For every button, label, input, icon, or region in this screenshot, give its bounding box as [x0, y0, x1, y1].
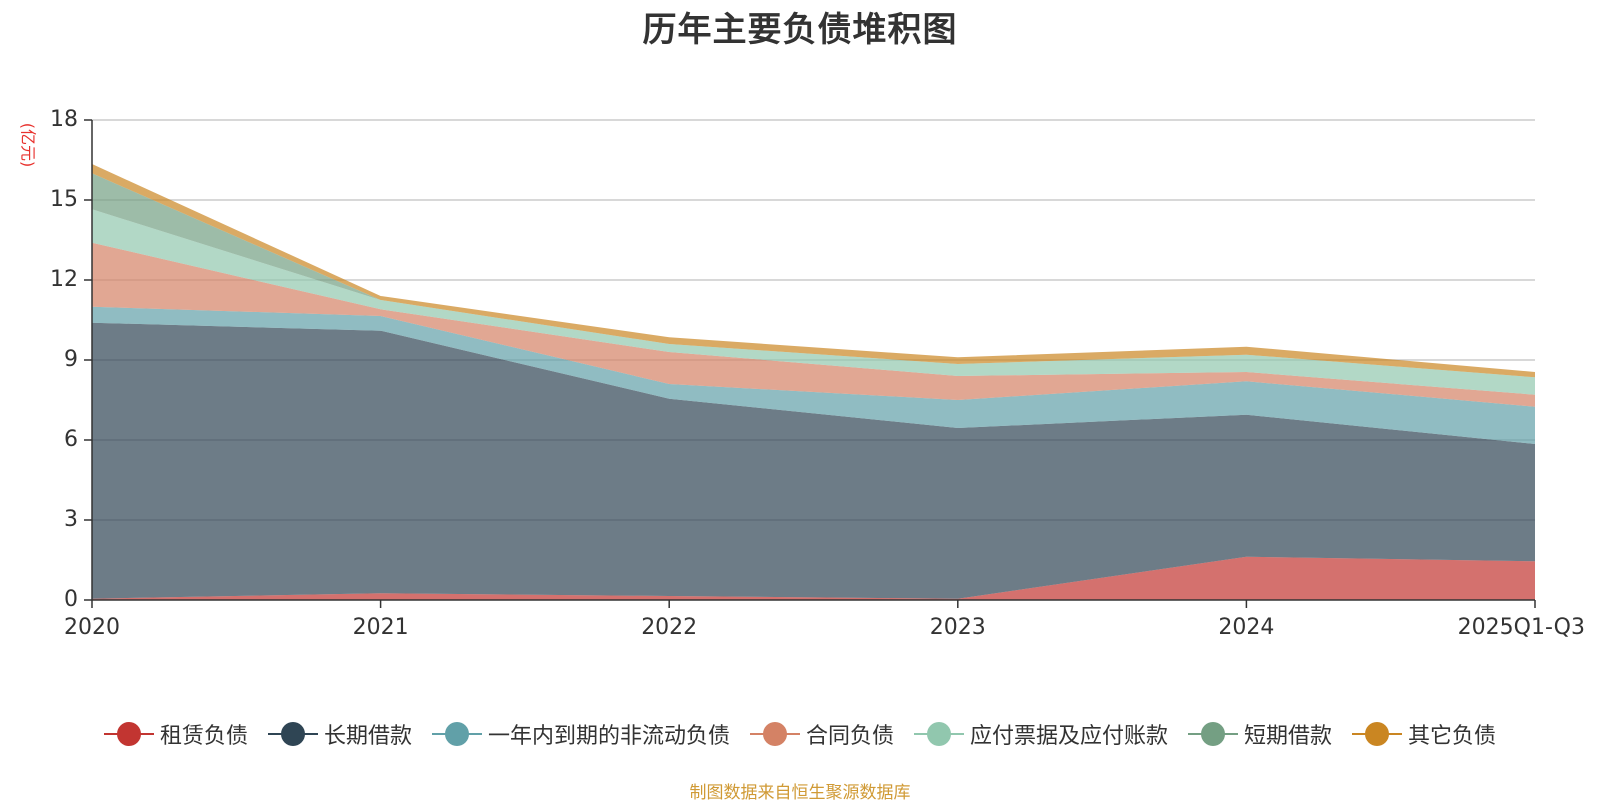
x-tick-label: 2023 — [930, 615, 986, 640]
legend: 租赁负债 长期借款 一年内到期的非流动负债 合同负债 应付票据及应付账款 短期借款 其它负债 — [0, 716, 1600, 752]
legend-label: 一年内到期的非流动负债 — [487, 724, 730, 749]
y-tick-label: 15 — [50, 187, 78, 212]
legend-item-5[interactable]: 短期借款 — [1188, 718, 1332, 750]
x-tick-label: 2024 — [1218, 615, 1274, 640]
legend-marker-icon — [1188, 721, 1239, 747]
y-tick-label: 18 — [50, 107, 78, 132]
area-series-3[interactable] — [92, 242, 1535, 407]
area-series-4[interactable] — [92, 209, 1535, 395]
y-tick-label: 0 — [64, 587, 78, 612]
y-tick-label: 9 — [64, 347, 78, 372]
legend-marker-icon — [1352, 721, 1403, 747]
legend-item-3[interactable]: 合同负债 — [749, 718, 894, 750]
area-series-2[interactable] — [92, 306, 1535, 444]
area-series-0[interactable] — [92, 556, 1535, 600]
legend-item-1[interactable]: 长期借款 — [267, 718, 412, 750]
legend-marker-icon — [431, 721, 482, 747]
y-axis-unit-label: (亿元) — [19, 123, 38, 168]
legend-label: 其它负债 — [1408, 724, 1497, 749]
legend-label: 合同负债 — [805, 724, 894, 749]
legend-item-0[interactable]: 租赁负债 — [103, 718, 248, 750]
legend-marker-icon — [914, 721, 964, 747]
legend-label: 应付票据及应付账款 — [970, 724, 1169, 749]
x-tick-label: 2025Q1-Q3 — [1458, 615, 1585, 640]
legend-marker-icon — [267, 721, 318, 747]
y-tick-label: 3 — [64, 507, 78, 532]
legend-label: 租赁负债 — [159, 724, 248, 749]
stacked-areas — [92, 164, 1535, 600]
x-tick-label: 2022 — [641, 615, 697, 640]
legend-label: 短期借款 — [1244, 724, 1333, 749]
axes: 0 3 6 9 12 15 18 2020 2021 2022 2023 2024 2025Q1-Q3 — [50, 107, 1585, 640]
chart-title: 历年主要负债堆积图 — [642, 10, 958, 50]
legend-marker-icon — [749, 721, 800, 747]
y-tick-label: 6 — [64, 427, 78, 452]
legend-item-6[interactable]: 其它负债 — [1352, 718, 1496, 750]
x-tick-label: 2020 — [64, 615, 120, 640]
legend-item-2[interactable]: 一年内到期的非流动负债 — [431, 718, 730, 750]
legend-marker-icon — [103, 721, 154, 747]
legend-item-4[interactable]: 应付票据及应付账款 — [914, 718, 1168, 750]
legend-label: 长期借款 — [323, 724, 412, 749]
data-source-note: 制图数据来自恒生聚源数据库 — [689, 783, 911, 803]
y-tick-label: 12 — [50, 267, 78, 292]
area-series-1[interactable] — [92, 322, 1535, 599]
x-tick-label: 2021 — [353, 615, 409, 640]
